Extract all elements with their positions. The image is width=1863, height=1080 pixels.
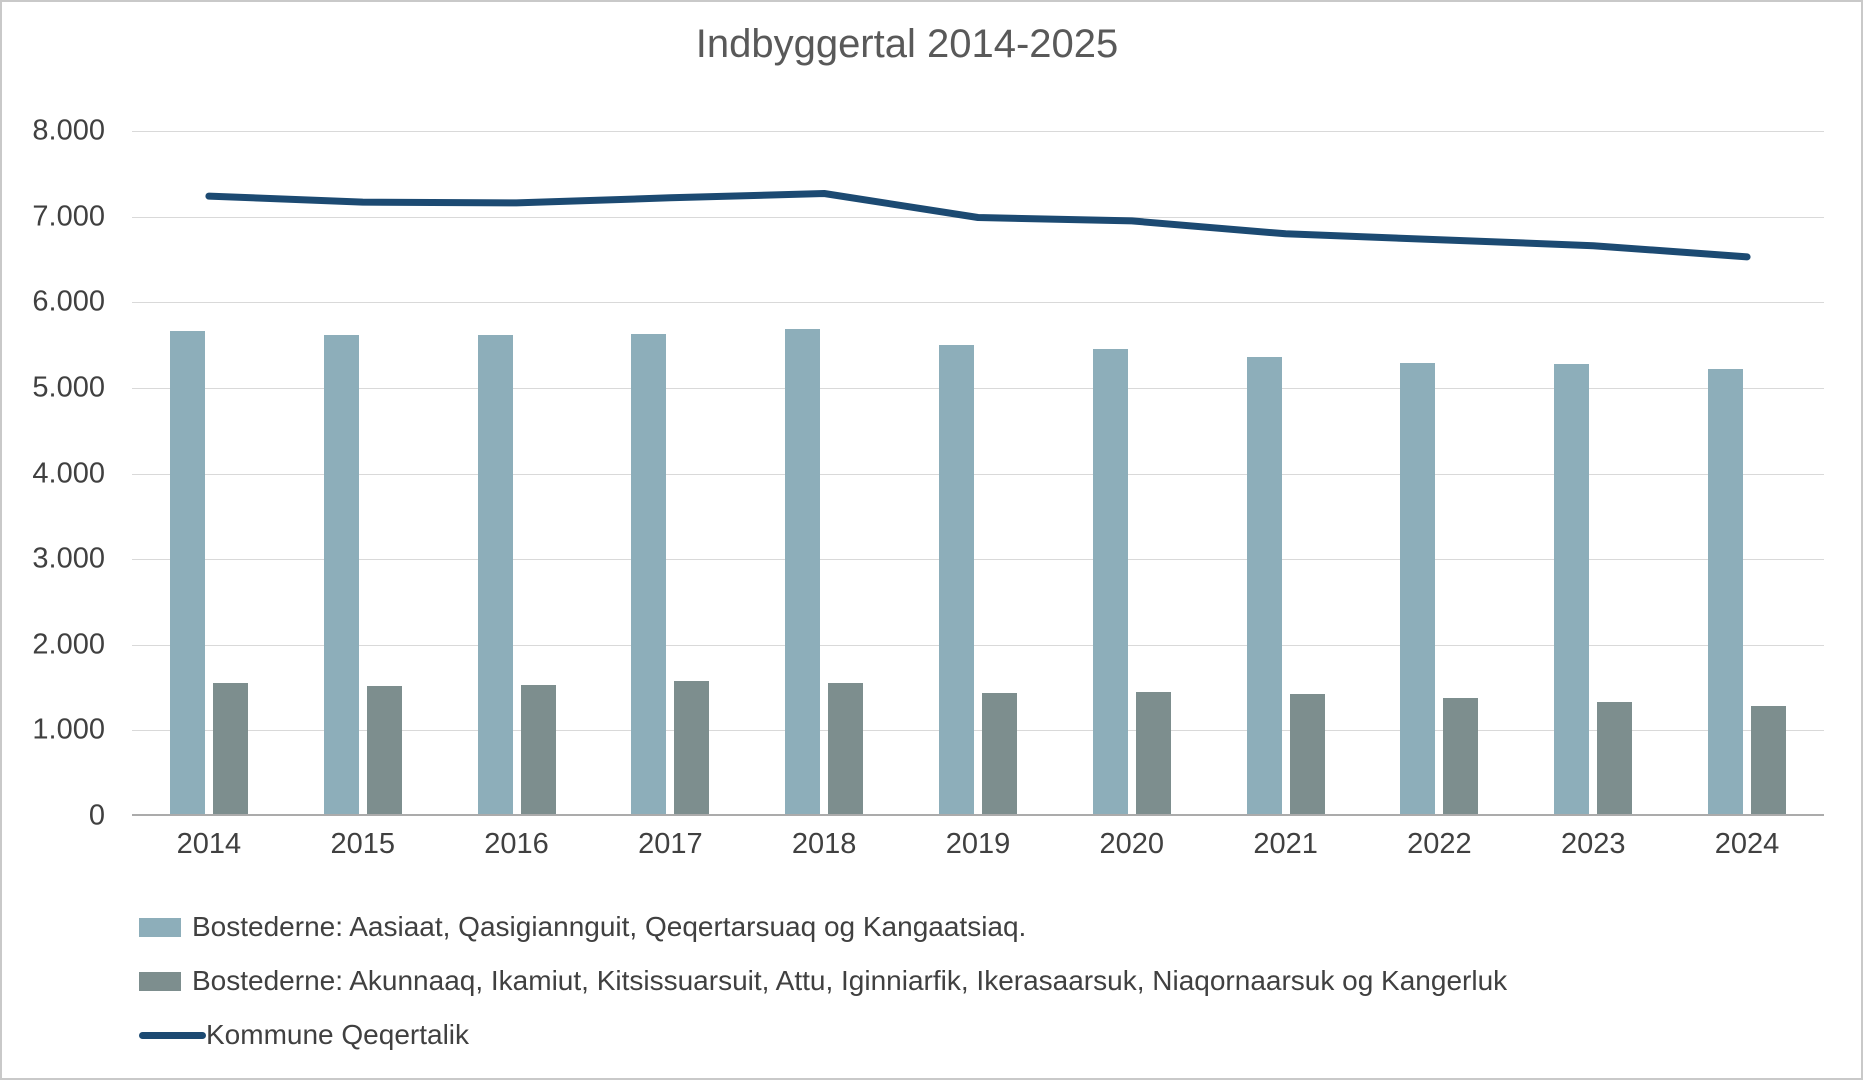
- bar-towns-2016: [477, 334, 513, 816]
- bar-settlements-2022: [1443, 697, 1479, 816]
- bar-settlements-2024: [1751, 706, 1787, 816]
- gridline-2.000: [132, 644, 1824, 646]
- bar-group-2024: [1670, 131, 1824, 816]
- chart-title: Indbyggertal 2014-2025: [695, 22, 1119, 66]
- x-tick-label-2015: 2015: [330, 828, 395, 860]
- legend: Bostederne: Aasiaat, Qasigiannguit, Qeqe…: [139, 900, 1507, 1062]
- x-tick-label-2019: 2019: [945, 828, 1011, 860]
- x-tick-label-2023: 2023: [1560, 828, 1626, 860]
- x-axis-tick-labels: 2014 2015 2016 2017 2018 2019 2020 2021 2022 2023…: [132, 828, 1824, 861]
- bar-group-2014: [132, 131, 286, 816]
- legend-item-1: Bostederne: Aasiaat, Qasigiannguit, Qeqe…: [139, 900, 1507, 954]
- bar-towns-2022: [1400, 363, 1436, 816]
- x-tick-label-2022: 2022: [1407, 828, 1472, 860]
- bar-towns-2014: [169, 330, 205, 816]
- bar-settlements-2016: [520, 685, 556, 816]
- bar-groups: [132, 131, 1824, 816]
- gridline-3.000: [132, 559, 1824, 561]
- bar-group-2015: [286, 131, 440, 816]
- bar-settlements-2017: [674, 680, 710, 816]
- x-tick-label-2018: 2018: [791, 828, 857, 860]
- x-tick-label-2017: 2017: [638, 828, 703, 860]
- bar-group-2020: [1055, 131, 1209, 816]
- legend-bar-swatch-icon: [139, 917, 181, 937]
- y-tick-label-5.000: 5.000: [32, 371, 105, 404]
- y-tick-label-3.000: 3.000: [32, 542, 105, 575]
- bar-group-2016: [440, 131, 594, 816]
- bar-towns-2018: [785, 328, 821, 816]
- bar-settlements-2015: [366, 685, 402, 816]
- bar-group-2017: [593, 131, 747, 816]
- x-axis-line: [132, 814, 1824, 816]
- y-tick-label-1.000: 1.000: [32, 713, 105, 746]
- y-axis-tick-labels: 0 1.000 2.000 3.000 4.000 5.000 6.000 7.000 8.00…: [2, 115, 105, 832]
- y-tick-label-8.000: 8.000: [32, 114, 105, 147]
- bar-group-2022: [1363, 131, 1517, 816]
- bar-towns-2020: [1092, 348, 1128, 816]
- gridline-1.000: [132, 730, 1824, 732]
- bar-group-2021: [1209, 131, 1363, 816]
- line-series-kommune-qeqertalik: [205, 190, 1751, 261]
- legend-line-swatch-icon: [139, 1031, 206, 1039]
- bar-settlements-2023: [1597, 702, 1633, 816]
- x-tick-label-2024: 2024: [1714, 828, 1780, 860]
- legend-label: Bostederne: Akunnaaq, Ikamiut, Kitsissua…: [192, 965, 1508, 996]
- bar-settlements-2019: [981, 692, 1017, 816]
- gridline-8.000: [132, 131, 1824, 132]
- legend-label: Kommune Qeqertalik: [206, 1019, 470, 1050]
- x-tick-label-2014: 2014: [176, 828, 242, 860]
- plot-area: [132, 131, 1824, 816]
- bar-group-2018: [747, 131, 901, 816]
- bar-towns-2015: [323, 334, 359, 816]
- bar-group-2019: [901, 131, 1055, 816]
- y-tick-label-7.000: 7.000: [32, 200, 105, 233]
- gridline-4.000: [132, 473, 1824, 475]
- bar-towns-2017: [631, 333, 667, 816]
- bar-towns-2024: [1708, 369, 1744, 816]
- y-tick-label-4.000: 4.000: [32, 457, 105, 489]
- bar-settlements-2014: [212, 683, 248, 816]
- legend-item-3: Kommune Qeqertalik: [139, 1008, 1507, 1062]
- y-tick-label-6.000: 6.000: [32, 285, 105, 318]
- y-tick-label-0: 0: [88, 799, 105, 832]
- bar-settlements-2018: [828, 683, 864, 816]
- x-tick-label-2016: 2016: [484, 828, 549, 860]
- bar-group-2023: [1516, 131, 1670, 816]
- bar-towns-2021: [1246, 357, 1282, 816]
- x-tick-label-2021: 2021: [1253, 828, 1318, 860]
- bar-settlements-2021: [1289, 694, 1325, 816]
- kommune-qeqertalik-line: [205, 190, 1751, 261]
- bar-towns-2023: [1554, 363, 1590, 816]
- bar-towns-2019: [938, 345, 974, 816]
- y-tick-label-2.000: 2.000: [32, 628, 105, 661]
- legend-label: Bostederne: Aasiaat, Qasigiannguit, Qeqe…: [192, 911, 1027, 942]
- gridline-5.000: [132, 387, 1824, 389]
- gridline-6.000: [132, 302, 1824, 304]
- legend-item-2: Bostederne: Akunnaaq, Ikamiut, Kitsissua…: [139, 954, 1507, 1008]
- legend-bar-swatch-icon: [139, 971, 181, 991]
- x-tick-label-2020: 2020: [1099, 828, 1165, 860]
- bar-settlements-2020: [1135, 691, 1171, 816]
